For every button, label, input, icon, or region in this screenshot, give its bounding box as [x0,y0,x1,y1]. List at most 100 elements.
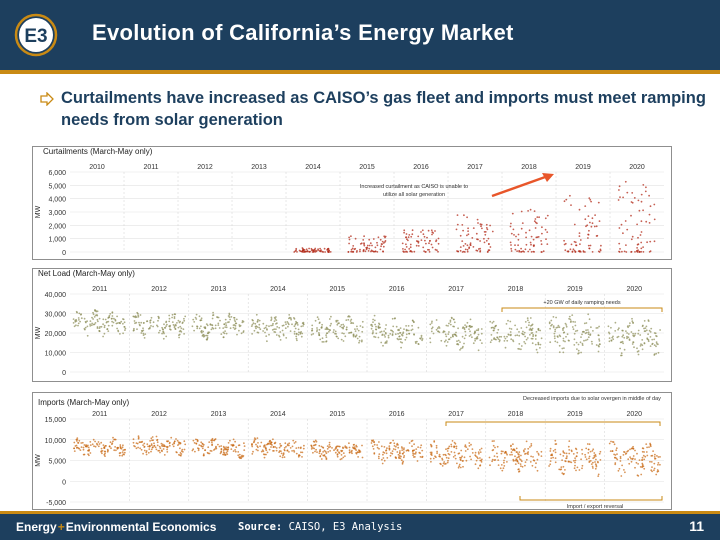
curtailment-point [510,247,513,250]
import-point [211,441,213,444]
netload-point [456,343,459,345]
netload-point [523,341,526,343]
import-point [455,447,458,450]
netload-point [454,333,457,336]
netload-point [540,337,543,340]
import-point [638,459,641,461]
netload-point [91,322,93,325]
netload-point [405,328,408,331]
curtailment-point [477,238,479,241]
curtailments-year-label: 2010 [89,164,105,171]
curtailment-point [653,218,656,221]
import-point [524,461,527,463]
curtailment-point [483,241,486,244]
import-point [97,445,100,448]
curtailments-arrowhead [542,173,554,182]
netload-point [537,341,540,344]
import-point [576,466,579,469]
netload-point [469,326,472,329]
import-point [641,450,644,453]
netload-point [610,339,613,342]
import-point [143,442,146,445]
import-point [339,458,342,461]
footer-bar: Energy+Environmental Economics Source: C… [0,511,720,540]
curtailments-year-label: 2012 [197,164,213,171]
netload-point [526,317,529,320]
curtailment-point [569,194,571,197]
import-point [441,465,444,467]
import-point [447,447,450,450]
netload-point [239,324,242,327]
import-point [493,455,496,457]
netload-point [384,336,386,338]
curtailment-point [634,251,636,253]
netload-point [399,331,402,334]
netload-point [132,329,135,332]
import-point [232,450,235,452]
import-point [135,447,138,450]
curtailment-point [308,251,311,253]
curtailment-point [417,235,420,238]
netload-point [449,319,452,322]
netload-point [505,323,508,325]
import-point [649,442,651,445]
import-point [478,452,480,455]
curtailment-point [351,247,354,250]
curtailment-point [363,244,366,247]
curtailment-point [379,238,382,241]
import-point [197,449,200,452]
netload-point [516,334,519,337]
curtailment-point [572,248,575,251]
curtailment-point [475,232,478,235]
curtailment-point [466,216,468,219]
import-point [325,458,328,461]
netload-point [431,326,434,329]
netload-point [556,341,559,344]
netload-point [152,325,154,328]
import-point [597,461,599,464]
import-point [549,460,552,462]
netload-ytick: 40,000 [45,292,67,299]
netload-point [200,317,203,320]
import-point [227,442,230,444]
netload-point [207,331,210,334]
import-point [474,463,477,466]
import-point [649,460,651,463]
netload-point [637,353,640,356]
netload-point [380,341,383,344]
curtailments-year-label: 2014 [305,164,321,171]
netload-point [575,341,578,344]
netload-point [168,320,171,323]
import-point [314,439,317,442]
import-point [654,457,656,460]
import-point [329,445,332,448]
import-point [414,452,417,455]
import-point [398,455,401,457]
import-point [510,448,513,450]
curtailment-point [545,238,547,240]
netload-point [462,345,464,348]
import-point [575,469,577,472]
import-point [642,447,645,450]
import-point [340,454,343,456]
import-point [191,449,194,452]
import-point [326,448,329,450]
curtailment-point [636,243,639,246]
netload-point [298,331,300,334]
import-point [479,457,481,459]
import-point [406,449,409,451]
netload-point [491,326,494,329]
netload-point [531,342,534,345]
import-point [502,450,504,453]
import-point [207,446,210,449]
import-point [588,443,591,446]
import-point [480,461,483,463]
netload-point [655,341,658,344]
netload-point [91,316,93,319]
curtailment-point [328,249,330,252]
netload-point [590,326,592,329]
curtailment-point [377,236,380,239]
netload-point [78,312,81,315]
netload-point [293,333,296,335]
netload-point [614,330,617,332]
